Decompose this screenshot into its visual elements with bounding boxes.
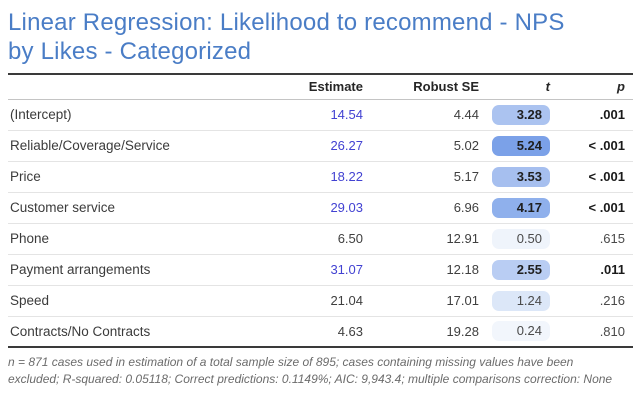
table-row: Payment arrangements 31.07 12.18 2.55.011 (8, 254, 633, 286)
t-value-pill: 3.28 (492, 104, 550, 125)
row-label: Reliable/Coverage/Service (8, 130, 280, 162)
table-row: Phone 6.50 12.91 0.50.615 (8, 223, 633, 255)
row-label: Speed (8, 285, 280, 317)
page-title: Linear Regression: Likelihood to recomme… (8, 8, 633, 75)
t-value-pill: 1.24 (492, 290, 550, 311)
estimate-value: 18.22 (280, 161, 363, 193)
page-title-line2: by Likes - Categorized (8, 38, 252, 65)
t-value-pill: 3.53 (492, 166, 550, 187)
table-row: Customer service 29.03 6.96 4.17 < .001 (8, 192, 633, 224)
table-body: (Intercept) 14.54 4.44 3.28.001 Reliable/Cov… (8, 99, 633, 347)
t-value-pill: 5.24 (492, 135, 550, 156)
footnote: n = 871 cases used in estimation of a to… (8, 354, 633, 388)
p-value: .615 (550, 223, 633, 255)
t-value-cell: 5.24 (479, 130, 550, 162)
column-header-t: t (479, 75, 550, 100)
table-row: Reliable/Coverage/Service 26.27 5.02 5.24 < … (8, 130, 633, 162)
t-value-pill: 0.50 (492, 228, 550, 249)
column-header-estimate: Estimate (280, 75, 363, 100)
row-label: Payment arrangements (8, 254, 280, 286)
regression-table: Estimate Robust SE t p (Intercept) 14.54 4… (8, 75, 633, 348)
column-header-blank (8, 75, 280, 100)
t-value-cell: 0.24 (479, 316, 550, 347)
table-row: (Intercept) 14.54 4.44 3.28.001 (8, 99, 633, 131)
row-label: Customer service (8, 192, 280, 224)
table-row: Price 18.22 5.17 3.53 < .001 (8, 161, 633, 193)
t-value-cell: 3.28 (479, 99, 550, 131)
robust-se-value: 17.01 (363, 285, 479, 317)
t-value-cell: 3.53 (479, 161, 550, 193)
footnote-line1: n = 871 cases used in estimation of a to… (8, 355, 574, 369)
estimate-value: 6.50 (280, 223, 363, 255)
t-value-pill: 2.55 (492, 259, 550, 280)
robust-se-value: 12.91 (363, 223, 479, 255)
t-value-cell: 4.17 (479, 192, 550, 224)
p-value: < .001 (550, 192, 633, 224)
p-value: < .001 (550, 161, 633, 193)
robust-se-value: 5.02 (363, 130, 479, 162)
t-value-cell: 0.50 (479, 223, 550, 255)
column-header-p: p (550, 75, 633, 100)
row-label: Price (8, 161, 280, 193)
estimate-value: 21.04 (280, 285, 363, 317)
estimate-value: 26.27 (280, 130, 363, 162)
regression-output-widget: Linear Regression: Likelihood to recomme… (8, 8, 633, 388)
p-value: .216 (550, 285, 633, 317)
row-label: Contracts/No Contracts (10, 323, 151, 339)
t-value-cell: 2.55 (479, 254, 550, 286)
p-value: .001 (550, 99, 633, 131)
estimate-value: 29.03 (280, 192, 363, 224)
p-value: .810 (599, 323, 625, 339)
row-label: Phone (8, 223, 280, 255)
robust-se-value: 12.18 (363, 254, 479, 286)
t-value-pill: 0.24 (492, 321, 550, 342)
robust-se-value: 5.17 (363, 161, 479, 193)
column-header-robust-se: Robust SE (363, 75, 479, 100)
row-label: (Intercept) (8, 99, 280, 131)
table-row: Contracts/No Contracts 4.63 19.28 0.24 .810 (8, 316, 633, 347)
table-header-row: Estimate Robust SE t p (8, 75, 633, 100)
p-value: < .001 (550, 130, 633, 162)
p-value: .011 (550, 254, 633, 286)
estimate-value: 4.63 (337, 323, 363, 339)
robust-se-value: 4.44 (363, 99, 479, 131)
robust-se-value: 19.28 (446, 323, 479, 339)
table-row: Speed 21.04 17.01 1.24.216 (8, 285, 633, 317)
robust-se-value: 6.96 (363, 192, 479, 224)
t-value-pill: 4.17 (492, 197, 550, 218)
footnote-line2: excluded; R-squared: 0.05118; Correct pr… (8, 372, 613, 386)
t-value-cell: 1.24 (479, 285, 550, 317)
page-title-line1: Linear Regression: Likelihood to recomme… (8, 9, 565, 36)
estimate-value: 31.07 (280, 254, 363, 286)
estimate-value: 14.54 (280, 99, 363, 131)
